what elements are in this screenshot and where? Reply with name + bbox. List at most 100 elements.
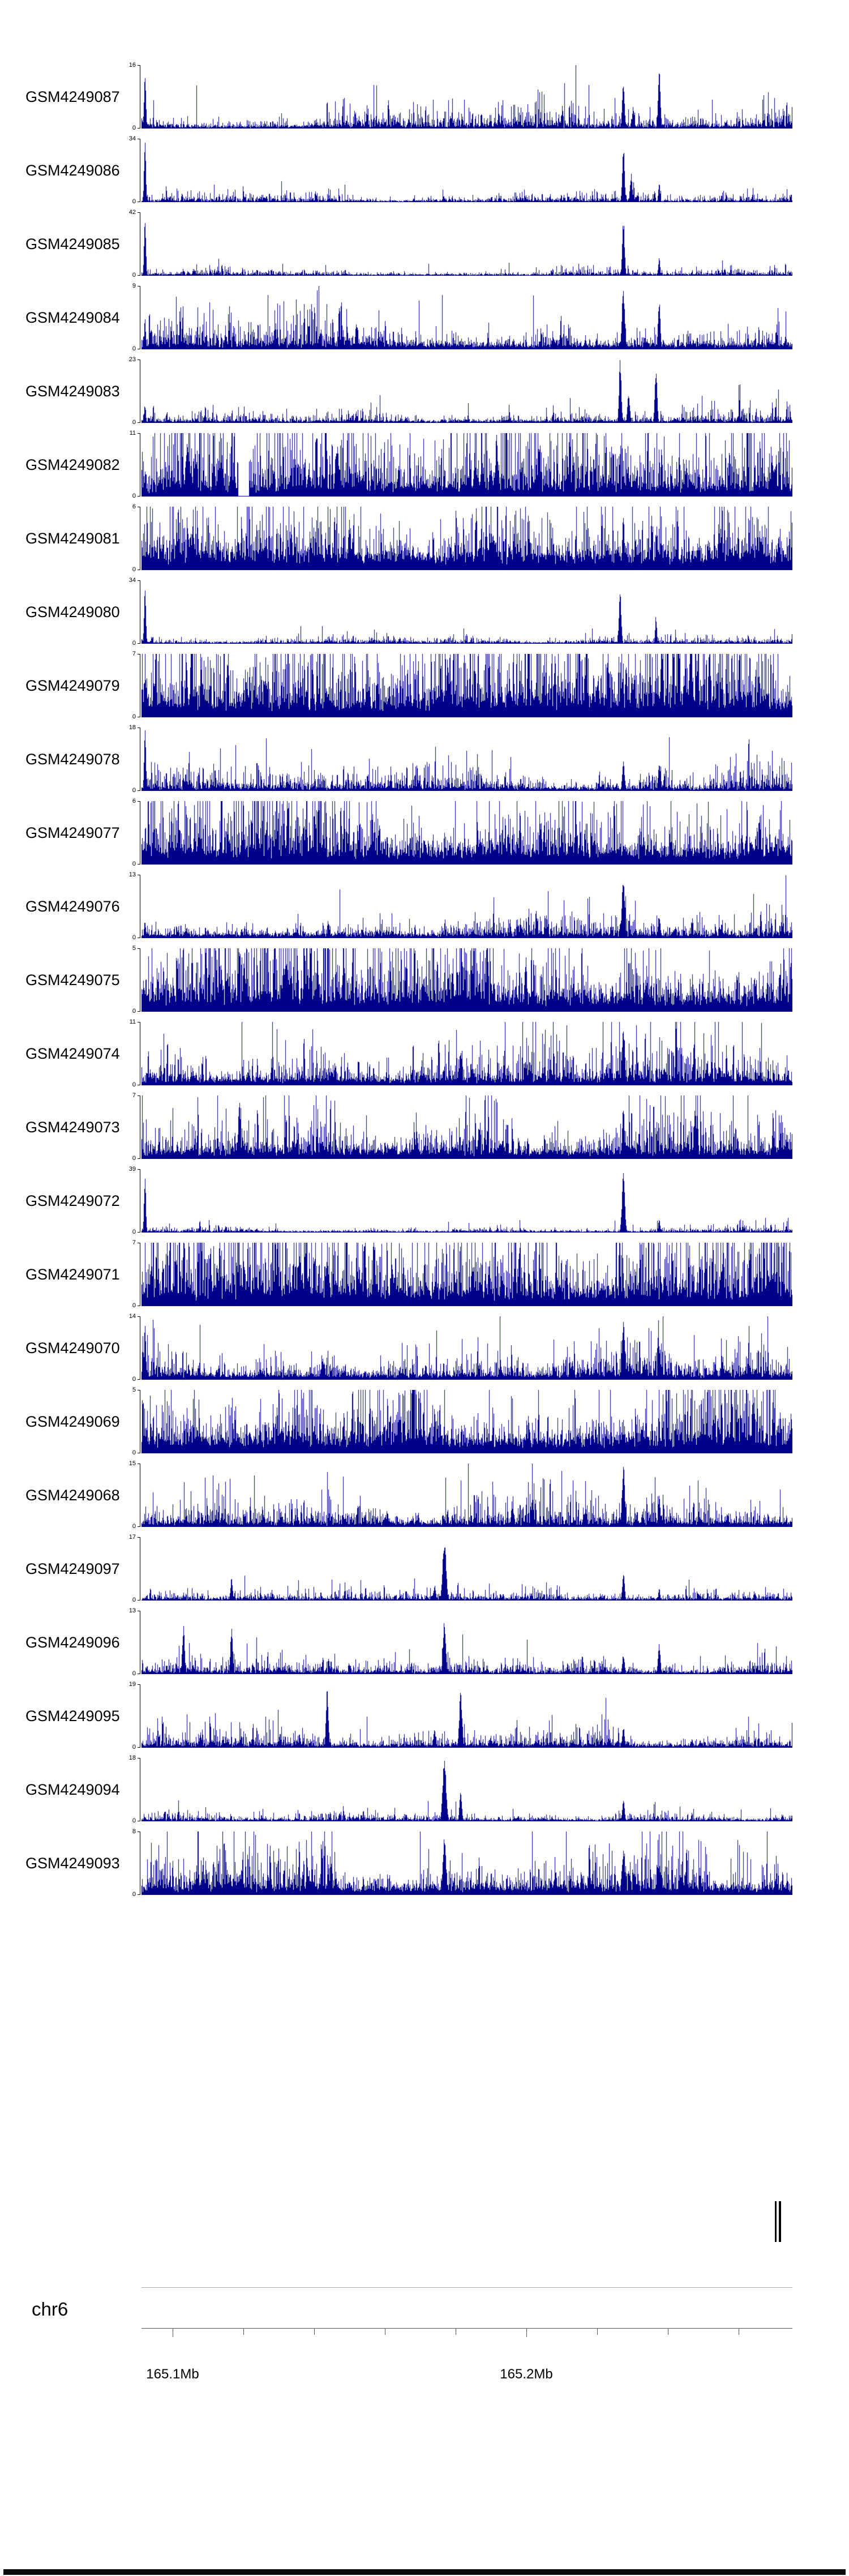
y-axis-tick xyxy=(138,1158,140,1159)
signal-plot xyxy=(142,1684,792,1748)
y-axis-min-label: 0 xyxy=(132,198,136,205)
y-axis-min-label: 0 xyxy=(132,1744,136,1751)
y-axis-max-label: 13 xyxy=(128,871,136,878)
y-axis-max-label: 17 xyxy=(128,1534,136,1541)
signal-plot xyxy=(142,654,792,717)
data-track: GSM4249082 11 0 xyxy=(0,430,849,507)
signal-plot xyxy=(142,1096,792,1159)
y-axis-min-label: 0 xyxy=(132,640,136,647)
y-axis-max-label: 7 xyxy=(132,1239,136,1246)
y-axis-min-label: 0 xyxy=(132,566,136,573)
chromosome-label: chr6 xyxy=(32,2299,68,2320)
gene-annotation-track xyxy=(0,2201,849,2242)
signal-plot xyxy=(142,1390,792,1453)
y-axis-tick xyxy=(138,212,140,213)
signal-plot xyxy=(142,65,792,129)
track-label: GSM4249082 xyxy=(25,456,120,473)
y-axis-tick xyxy=(138,1894,140,1895)
y-axis-tick xyxy=(138,1379,140,1380)
y-axis-tick xyxy=(138,65,140,66)
data-track: GSM4249096 13 0 xyxy=(0,1607,849,1684)
track-label: GSM4249068 xyxy=(25,1487,120,1504)
y-axis-max-label: 42 xyxy=(128,209,136,216)
y-axis-min-label: 0 xyxy=(132,1891,136,1898)
signal-plot xyxy=(142,507,792,570)
y-axis-max-label: 5 xyxy=(132,1387,136,1393)
y-axis-max-label: 13 xyxy=(128,1607,136,1614)
data-track: GSM4249086 34 0 xyxy=(0,135,849,212)
y-axis-min-label: 0 xyxy=(132,1008,136,1015)
signal-plot xyxy=(142,1464,792,1527)
data-track: GSM4249083 23 0 xyxy=(0,356,849,433)
track-label: GSM4249079 xyxy=(25,677,120,694)
y-axis-min-label: 0 xyxy=(132,787,136,794)
track-label: GSM4249075 xyxy=(25,972,120,989)
y-axis-min-label: 0 xyxy=(132,713,136,720)
y-axis-max-label: 14 xyxy=(128,1313,136,1320)
y-axis-tick xyxy=(138,801,140,802)
y-axis-max-label: 7 xyxy=(132,1092,136,1099)
y-axis-tick xyxy=(138,948,140,949)
data-track: GSM4249084 9 0 xyxy=(0,283,849,360)
signal-plot xyxy=(142,948,792,1012)
axis-tick xyxy=(243,2328,244,2335)
y-axis-max-label: 8 xyxy=(132,1828,136,1835)
signal-plot xyxy=(142,1832,792,1895)
track-label: GSM4249097 xyxy=(25,1560,120,1577)
data-track: GSM4249097 17 0 xyxy=(0,1534,849,1611)
data-track: GSM4249095 19 0 xyxy=(0,1681,849,1758)
axis-ticks: 165.1Mb 165.2Mb xyxy=(0,2328,849,2402)
track-label: GSM4249081 xyxy=(25,530,120,547)
signal-plot xyxy=(142,1243,792,1306)
y-axis-tick xyxy=(138,1011,140,1012)
y-axis-tick xyxy=(138,864,140,865)
y-axis-tick xyxy=(138,1537,140,1538)
track-label: GSM4249069 xyxy=(25,1413,120,1430)
data-track: GSM4249087 16 0 xyxy=(0,62,849,139)
data-track: GSM4249094 18 0 xyxy=(0,1755,849,1832)
data-track: GSM4249076 13 0 xyxy=(0,871,849,948)
signal-plot xyxy=(142,1758,792,1821)
data-track: GSM4249080 34 0 xyxy=(0,577,849,654)
y-axis-max-label: 39 xyxy=(128,1166,136,1173)
track-label: GSM4249085 xyxy=(25,236,120,253)
track-label: GSM4249084 xyxy=(25,309,120,326)
data-track: GSM4249079 7 0 xyxy=(0,651,849,728)
y-axis-tick xyxy=(138,496,140,497)
axis-tick-major xyxy=(526,2328,527,2337)
y-axis-tick xyxy=(138,275,140,276)
y-axis-min-label: 0 xyxy=(132,1523,136,1530)
y-axis-tick xyxy=(138,1684,140,1685)
data-track: GSM4249074 11 0 xyxy=(0,1019,849,1096)
y-axis-max-label: 9 xyxy=(132,283,136,289)
signal-plot xyxy=(142,360,792,423)
y-axis-min-label: 0 xyxy=(132,1670,136,1677)
y-axis-tick xyxy=(138,1169,140,1170)
y-axis-min-label: 0 xyxy=(132,1302,136,1309)
y-axis-min-label: 0 xyxy=(132,419,136,426)
y-axis-min-label: 0 xyxy=(132,1597,136,1603)
gene-feature xyxy=(774,2201,777,2242)
data-track: GSM4249069 5 0 xyxy=(0,1387,849,1464)
y-axis-min-label: 0 xyxy=(132,272,136,279)
signal-plot xyxy=(142,433,792,497)
y-axis-min-label: 0 xyxy=(132,1155,136,1162)
data-track: GSM4249085 42 0 xyxy=(0,209,849,286)
data-track: GSM4249093 8 0 xyxy=(0,1828,849,1905)
signal-plot xyxy=(142,801,792,865)
y-axis-tick xyxy=(138,422,140,423)
axis-tick xyxy=(314,2328,315,2335)
track-label: GSM4249072 xyxy=(25,1192,120,1209)
track-label: GSM4249073 xyxy=(25,1119,120,1136)
y-axis-tick xyxy=(138,1232,140,1233)
y-axis-min-label: 0 xyxy=(132,1817,136,1824)
y-axis-tick xyxy=(138,128,140,129)
y-axis-max-label: 11 xyxy=(129,430,136,437)
y-axis-max-label: 23 xyxy=(128,356,136,363)
y-axis-tick xyxy=(138,433,140,434)
track-label: GSM4249074 xyxy=(25,1045,120,1062)
data-track: GSM4249077 6 0 xyxy=(0,798,849,875)
y-axis-max-label: 6 xyxy=(132,503,136,510)
track-label: GSM4249095 xyxy=(25,1708,120,1725)
bottom-bar xyxy=(3,2569,846,2575)
